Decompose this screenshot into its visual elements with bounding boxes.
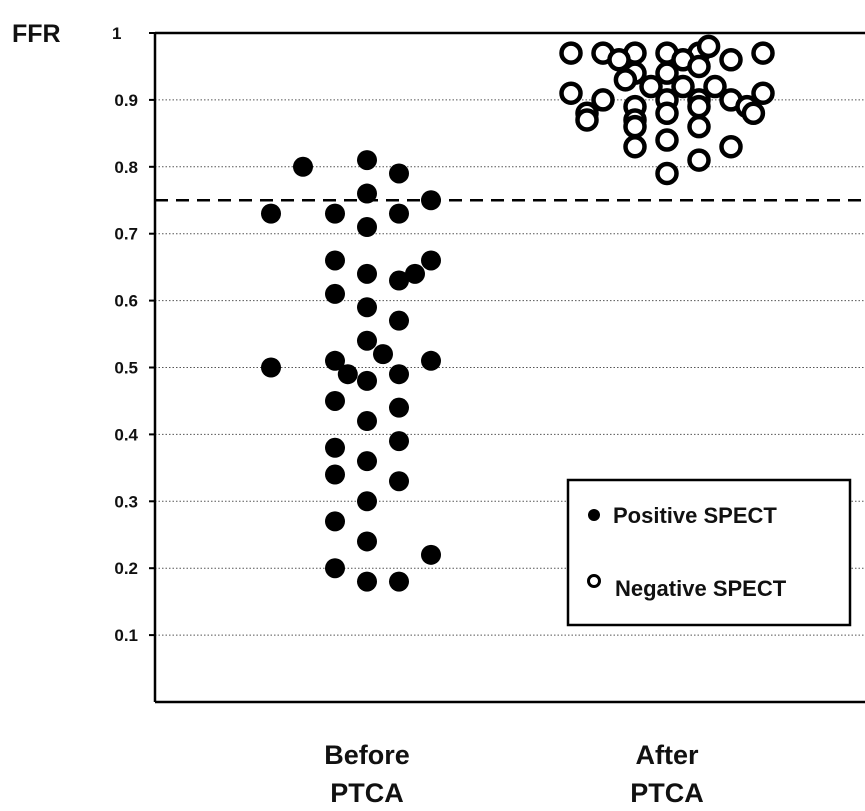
data-point-positive: [357, 411, 377, 432]
data-point-positive: [389, 571, 409, 592]
x-category-labels: Before PTCA After PTCA: [324, 740, 704, 808]
data-point-negative: [719, 134, 743, 159]
data-point-positive: [325, 350, 345, 371]
data-point-positive: [357, 217, 377, 238]
data-point-negative: [687, 114, 711, 139]
y-tick-label: 0.9: [114, 91, 138, 110]
data-point-positive: [389, 471, 409, 492]
data-point-negative: [703, 74, 727, 99]
data-point-negative: [655, 61, 679, 85]
data-point-positive: [325, 464, 345, 485]
data-point-negative: [623, 114, 647, 139]
x-category-label: PTCA: [330, 778, 404, 808]
y-tick-label: 0.5: [114, 359, 138, 378]
data-point-negative: [559, 41, 583, 65]
data-point-negative: [687, 54, 711, 79]
y-tick-label: 0.6: [114, 292, 138, 311]
data-point-positive: [325, 250, 345, 271]
data-point-positive: [325, 437, 345, 458]
data-point-positive: [261, 203, 281, 224]
data-point-positive: [325, 390, 345, 411]
data-point-positive: [373, 344, 393, 365]
data-point-negative: [591, 88, 615, 112]
y-tick-label: 0.3: [114, 492, 138, 511]
data-point-positive: [337, 364, 358, 385]
data-point-positive: [357, 297, 377, 318]
data-point-negative: [623, 134, 647, 159]
data-point-positive: [357, 183, 377, 204]
labels: FFR: [12, 20, 61, 48]
data-point-negative: [655, 101, 679, 126]
y-ticks: 1 0.9 0.8 0.7 0.6 0.5 0.4 0.3 0.2 0.1: [112, 24, 155, 645]
data-point-negative: [671, 74, 695, 99]
data-point-positive: [389, 397, 409, 418]
data-point-negative: [751, 81, 775, 105]
data-point-positive: [357, 491, 377, 512]
data-point-negative: [575, 108, 599, 132]
data-point-negative: [741, 101, 766, 126]
data-point-negative: [613, 68, 638, 92]
x-category-label: Before: [324, 740, 410, 770]
data-point-negative: [559, 81, 583, 105]
data-point-negative: [687, 148, 711, 172]
data-point-positive: [389, 310, 409, 331]
legend-label-positive: Positive SPECT: [613, 503, 777, 528]
data-point-positive: [325, 558, 345, 579]
data-point-positive: [389, 364, 409, 385]
data-point-positive: [357, 370, 377, 391]
legend-label-negative: Negative SPECT: [615, 576, 787, 601]
data-point-negative: [751, 41, 775, 65]
x-category-label: After: [635, 740, 698, 770]
y-tick-label: 1: [112, 24, 121, 43]
data-point-positive: [357, 571, 377, 592]
data-point-positive: [421, 350, 441, 371]
data-point-positive: [405, 263, 425, 284]
data-point-positive: [357, 531, 377, 552]
data-points: [261, 34, 775, 592]
data-point-positive: [389, 431, 409, 452]
data-point-positive: [389, 203, 409, 224]
legend-box: [566, 478, 852, 627]
y-tick-label: 0.2: [114, 559, 138, 578]
data-point-positive: [261, 357, 281, 378]
y-tick-label: 0.8: [114, 158, 138, 177]
data-point-positive: [293, 156, 313, 177]
y-tick-label: 0.4: [114, 425, 138, 444]
x-category-label: PTCA: [630, 778, 704, 808]
legend-marker-negative: [587, 574, 601, 588]
data-point-positive: [421, 190, 441, 211]
data-point-positive: [357, 150, 377, 171]
data-point-positive: [325, 203, 345, 224]
data-point-negative: [655, 128, 679, 152]
y-tick-label: 0.7: [114, 225, 138, 244]
data-point-positive: [389, 163, 409, 184]
data-point-positive: [357, 451, 377, 472]
data-point-negative: [655, 161, 679, 186]
data-point-negative: [696, 34, 721, 59]
data-point-positive: [357, 330, 377, 351]
data-point-positive: [325, 511, 345, 532]
y-tick-label: 0.1: [114, 626, 138, 645]
data-point-positive: [389, 270, 409, 291]
legend: Positive SPECT Negative SPECT: [566, 478, 852, 627]
data-point-negative: [687, 94, 711, 119]
data-point-positive: [325, 283, 345, 304]
data-point-negative: [607, 48, 631, 72]
data-point-positive: [421, 544, 441, 565]
data-point-negative: [719, 48, 743, 72]
data-point-positive: [421, 250, 441, 271]
data-point-positive: [357, 263, 377, 284]
legend-marker-positive: [588, 509, 600, 521]
y-axis-label: FFR: [12, 20, 61, 48]
data-point-negative: [639, 74, 663, 99]
